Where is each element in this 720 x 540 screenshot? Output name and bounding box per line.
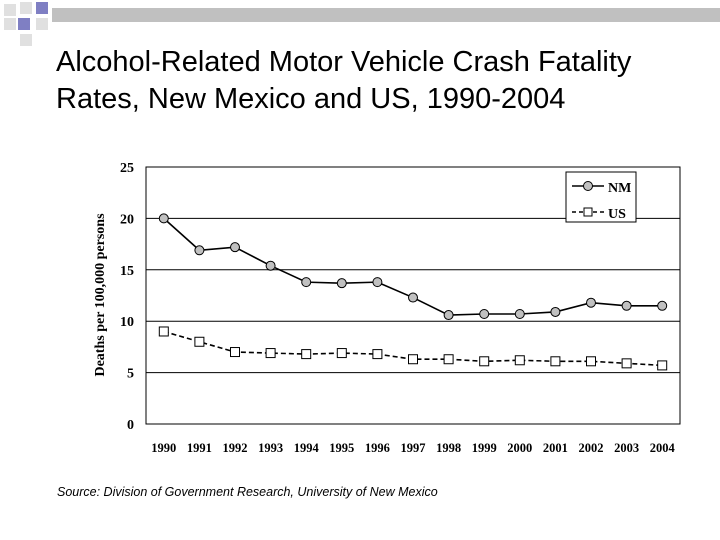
deco-square-dark-2 — [18, 18, 30, 30]
legend-marker-us — [583, 207, 593, 217]
data-point-nm — [514, 309, 525, 320]
legend-label-us: US — [608, 207, 626, 222]
data-point-us — [479, 356, 490, 367]
data-point-us — [372, 349, 383, 360]
data-point-us — [230, 347, 240, 358]
x-tick-label: 2003 — [614, 441, 639, 455]
y-axis-tick-labels: 0 5 10 15 20 25 — [120, 161, 134, 433]
data-point-nm — [194, 245, 205, 256]
deco-square-light-3 — [4, 18, 16, 30]
deco-square-light-1 — [4, 4, 16, 16]
y-axis-label: Deaths per 100,000 persons — [93, 213, 108, 377]
data-point-nm — [158, 213, 169, 224]
deco-square-light-4 — [36, 18, 48, 30]
data-point-nm — [336, 278, 347, 289]
x-tick-label: 1998 — [436, 441, 461, 455]
title-line-1: Alcohol-Related Motor Vehicle Crash Fata… — [56, 46, 632, 78]
y-tick-label: 0 — [127, 418, 134, 433]
data-point-nm — [479, 309, 490, 320]
data-point-nm — [230, 242, 240, 253]
data-point-nm — [408, 292, 418, 303]
legend: NM US — [565, 171, 637, 223]
deco-header-bar — [52, 8, 720, 22]
x-tick-label: 1990 — [151, 441, 176, 455]
data-point-us — [194, 336, 205, 347]
x-tick-label: 1995 — [329, 441, 354, 455]
y-tick-label: 5 — [127, 367, 134, 382]
x-axis-tick-labels: 1990 1991 1992 1993 1994 1995 1996 1997 1998 1999… — [151, 441, 675, 455]
y-tick-label: 10 — [120, 315, 134, 330]
deco-square-light-5 — [20, 34, 32, 46]
data-point-nm — [372, 277, 383, 288]
legend-box — [565, 171, 637, 223]
x-tick-label: 1992 — [223, 441, 248, 455]
x-tick-label: 1994 — [294, 441, 320, 455]
x-tick-label: 1999 — [472, 441, 497, 455]
data-point-nm — [586, 297, 596, 308]
data-point-nm — [301, 277, 312, 288]
data-point-us — [265, 348, 276, 359]
x-tick-label: 1991 — [187, 441, 212, 455]
data-point-us — [158, 326, 169, 337]
x-tick-label: 1997 — [401, 441, 426, 455]
x-tick-label: 1993 — [258, 441, 283, 455]
data-point-us — [301, 349, 312, 360]
x-tick-label: 1996 — [365, 441, 390, 455]
legend-marker-nm — [583, 181, 593, 191]
y-tick-label: 25 — [120, 161, 134, 176]
data-point-us — [657, 360, 668, 371]
x-tick-label: 2000 — [507, 441, 532, 455]
data-point-us — [408, 354, 418, 365]
data-point-us — [514, 355, 525, 366]
data-point-us — [586, 356, 596, 367]
series-markers — [158, 213, 668, 371]
data-point-nm — [550, 306, 561, 317]
title-line-2: Rates, New Mexico and US, 1990-2004 — [56, 83, 566, 115]
data-point-nm — [443, 310, 454, 321]
y-tick-label: 20 — [120, 212, 134, 227]
data-point-us — [336, 348, 347, 359]
data-point-us — [621, 358, 632, 369]
x-tick-label: 2002 — [579, 441, 604, 455]
source-note: Source: Division of Government Research,… — [57, 485, 438, 499]
slide-title: Alcohol-Related Motor Vehicle Crash Fata… — [56, 44, 706, 118]
data-point-nm — [265, 260, 276, 271]
data-point-us — [443, 354, 454, 365]
decorative-header-pattern — [4, 2, 720, 46]
x-tick-label: 2004 — [650, 441, 676, 455]
data-point-us — [550, 356, 561, 367]
data-point-nm — [621, 300, 632, 311]
data-point-nm — [657, 300, 668, 311]
deco-square-light-2 — [20, 2, 32, 14]
y-tick-label: 15 — [120, 264, 134, 279]
x-tick-label: 2001 — [543, 441, 568, 455]
deco-square-dark-1 — [36, 2, 48, 14]
legend-label-nm: NM — [608, 181, 631, 196]
